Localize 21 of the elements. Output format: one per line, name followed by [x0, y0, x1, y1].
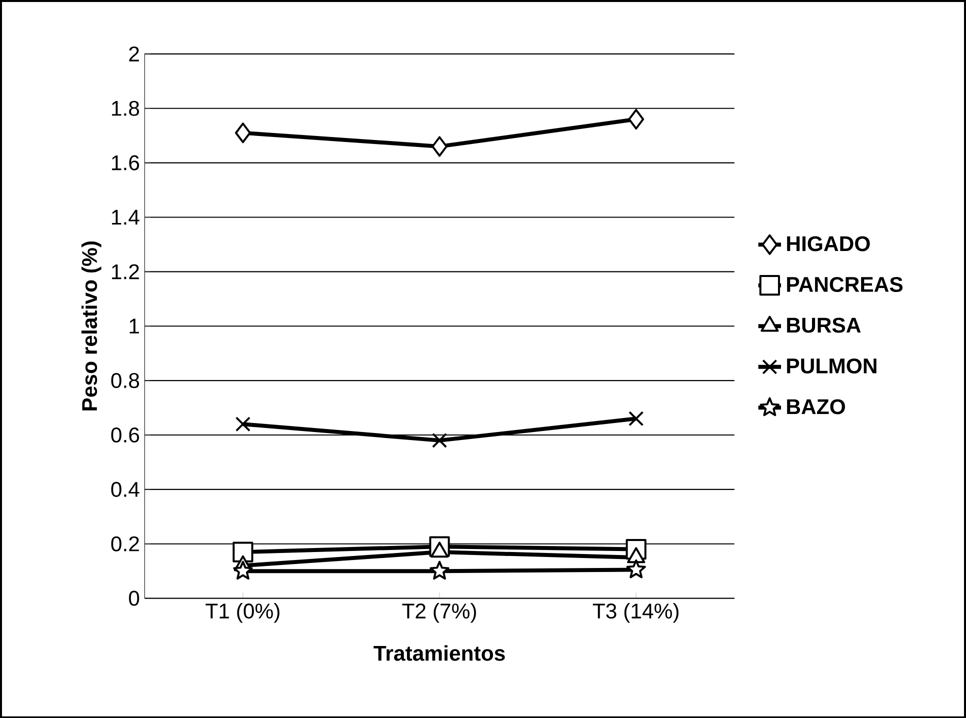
- legend-label: BURSA: [787, 318, 861, 333]
- y-tick-label: 0.6: [111, 427, 140, 442]
- x-axis-title: Tratamientos: [374, 645, 505, 661]
- x-tick-label: T2 (7%): [402, 602, 476, 623]
- y-tick-label: 1.4: [112, 210, 140, 224]
- y-axis-title: Peso relativo (%): [81, 241, 102, 410]
- legend-label: HIGADO: [787, 236, 870, 252]
- x-tick-label: T1 (0%): [206, 602, 280, 623]
- y-tick-label: 1: [130, 318, 139, 334]
- legend-label: BAZO: [787, 399, 846, 414]
- legend-label: PULMON: [787, 358, 876, 374]
- y-tick-label: 0: [128, 590, 140, 606]
- y-tick-label: 2: [129, 46, 139, 62]
- y-tick-label: 0.8: [111, 372, 140, 388]
- y-tick-label: 1.2: [112, 264, 139, 279]
- x-tick-label: T3 (14%): [592, 602, 678, 623]
- legend-label: PANCREAS: [787, 276, 903, 292]
- y-tick-label: 0.4: [111, 482, 140, 497]
- y-tick-label: 1.6: [112, 155, 140, 170]
- y-tick-label: 0.2: [111, 536, 139, 552]
- y-tick-label: 1.8: [112, 100, 140, 116]
